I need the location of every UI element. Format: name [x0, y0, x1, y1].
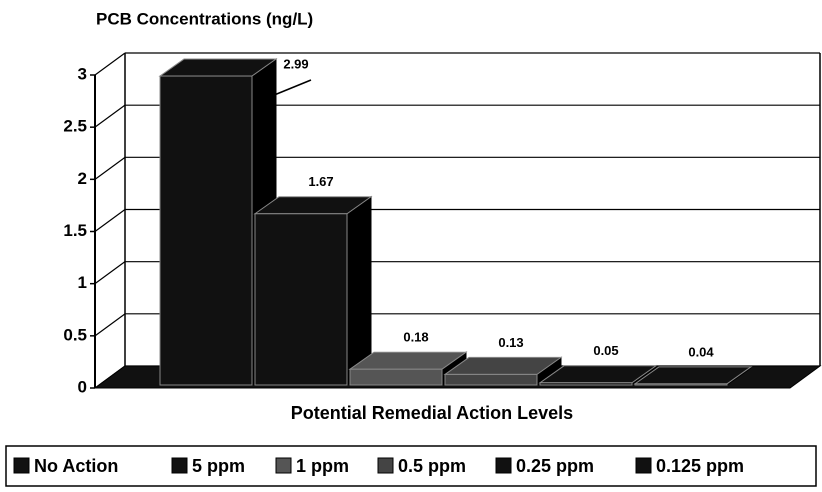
legend-label: 0.125 ppm	[656, 456, 744, 476]
bar	[159, 75, 253, 386]
legend-label: 1 ppm	[296, 456, 349, 476]
data-label: 0.05	[593, 343, 618, 358]
legend-label: 5 ppm	[192, 456, 245, 476]
data-label: 0.13	[498, 335, 523, 350]
bar	[254, 213, 348, 386]
bar	[349, 368, 443, 386]
grid-line	[94, 156, 126, 180]
data-label: 1.67	[308, 174, 333, 189]
x-axis-label: Potential Remedial Action Levels	[291, 403, 573, 423]
data-label: 0.04	[688, 344, 714, 359]
legend-swatch	[635, 457, 652, 474]
legend-swatch	[275, 457, 292, 474]
bar	[444, 373, 538, 386]
y-tick-label: 3	[78, 64, 87, 83]
legend-swatch	[13, 457, 30, 474]
annotation-arrowhead	[256, 92, 269, 104]
bar	[539, 382, 633, 386]
legend-swatch	[171, 457, 188, 474]
grid-line	[94, 313, 126, 337]
grid-line	[94, 209, 126, 232]
y-tick-label: 0.5	[63, 325, 87, 344]
bar	[634, 383, 728, 386]
grid-line	[94, 261, 126, 285]
y-tick-label: 2	[78, 169, 87, 188]
y-tick-label: 1.5	[63, 221, 87, 240]
legend-swatch	[377, 457, 394, 474]
legend-label: No Action	[34, 456, 118, 476]
data-label: 0.18	[403, 330, 428, 345]
y-tick-label: 0	[78, 377, 87, 396]
grid-line	[94, 52, 126, 76]
legend-swatch	[495, 457, 512, 474]
y-tick-label: 2.5	[63, 117, 87, 136]
annotation-arrow	[261, 79, 312, 101]
chart-title: PCB Concentrations (ng/L)	[96, 9, 313, 28]
legend-box	[5, 445, 817, 487]
grid-line	[94, 104, 126, 128]
y-tick-label: 1	[78, 273, 87, 292]
data-label: 2.99	[283, 56, 308, 71]
legend-label: 0.5 ppm	[398, 456, 466, 476]
legend-label: 0.25 ppm	[516, 456, 594, 476]
